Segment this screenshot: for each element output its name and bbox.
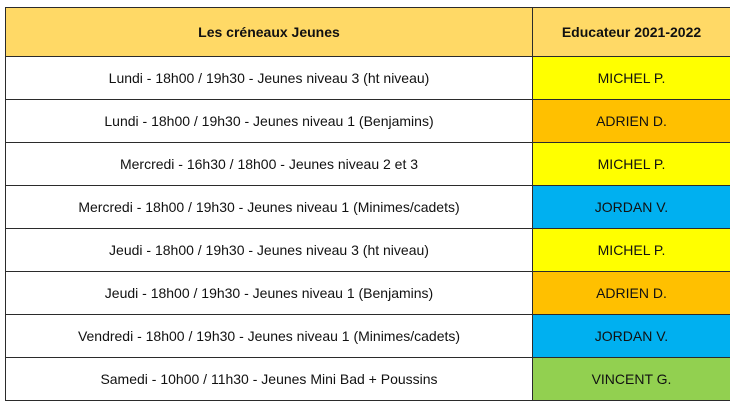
coach-cell[interactable]: MICHEL P.	[532, 228, 730, 272]
coach-cell[interactable]: VINCENT G.	[532, 357, 730, 401]
slot-cell[interactable]: Lundi - 18h00 / 19h30 - Jeunes niveau 1 …	[5, 99, 533, 143]
table-row: Jeudi - 18h00 / 19h30 - Jeunes niveau 3 …	[5, 228, 730, 272]
table-row: Mercredi - 18h00 / 19h30 - Jeunes niveau…	[5, 185, 730, 229]
table-row: Samedi - 10h00 / 11h30 - Jeunes Mini Bad…	[5, 357, 730, 401]
table-row: Jeudi - 18h00 / 19h30 - Jeunes niveau 1 …	[5, 271, 730, 315]
slot-cell[interactable]: Samedi - 10h00 / 11h30 - Jeunes Mini Bad…	[5, 357, 533, 401]
coach-cell[interactable]: MICHEL P.	[532, 56, 730, 100]
slot-cell[interactable]: Mercredi - 16h30 / 18h00 - Jeunes niveau…	[5, 142, 533, 186]
coach-cell[interactable]: JORDAN V.	[532, 185, 730, 229]
slot-cell[interactable]: Jeudi - 18h00 / 19h30 - Jeunes niveau 1 …	[5, 271, 533, 315]
table-row: Mercredi - 16h30 / 18h00 - Jeunes niveau…	[5, 142, 730, 186]
coach-cell[interactable]: JORDAN V.	[532, 314, 730, 358]
header-slots-cell[interactable]: Les créneaux Jeunes	[5, 7, 533, 57]
table-row: Vendredi - 18h00 / 19h30 - Jeunes niveau…	[5, 314, 730, 358]
schedule-table: Les créneaux Jeunes Educateur 2021-2022 …	[5, 7, 730, 401]
table-row: Lundi - 18h00 / 19h30 - Jeunes niveau 1 …	[5, 99, 730, 143]
slot-cell[interactable]: Mercredi - 18h00 / 19h30 - Jeunes niveau…	[5, 185, 533, 229]
schedule-body: Lundi - 18h00 / 19h30 - Jeunes niveau 3 …	[5, 56, 730, 401]
slot-cell[interactable]: Vendredi - 18h00 / 19h30 - Jeunes niveau…	[5, 314, 533, 358]
slot-cell[interactable]: Lundi - 18h00 / 19h30 - Jeunes niveau 3 …	[5, 56, 533, 100]
slot-cell[interactable]: Jeudi - 18h00 / 19h30 - Jeunes niveau 3 …	[5, 228, 533, 272]
header-coach-cell[interactable]: Educateur 2021-2022	[532, 7, 730, 57]
header-row: Les créneaux Jeunes Educateur 2021-2022	[5, 7, 730, 57]
coach-cell[interactable]: MICHEL P.	[532, 142, 730, 186]
coach-cell[interactable]: ADRIEN D.	[532, 99, 730, 143]
table-row: Lundi - 18h00 / 19h30 - Jeunes niveau 3 …	[5, 56, 730, 100]
coach-cell[interactable]: ADRIEN D.	[532, 271, 730, 315]
